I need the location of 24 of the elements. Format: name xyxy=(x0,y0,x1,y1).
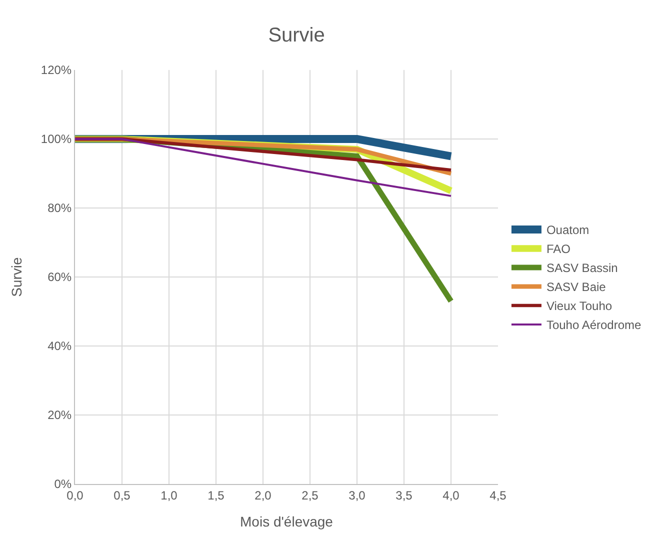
legend-label: FAO xyxy=(546,242,570,256)
x-axis-title: Mois d'élevage xyxy=(240,514,334,530)
legend-label: Ouatom xyxy=(546,223,590,238)
legend-label: Touho Aérodrome xyxy=(546,318,642,332)
y-tick-label: 60% xyxy=(48,270,72,284)
y-tick-label: 20% xyxy=(48,408,72,422)
x-tick-label: 4,0 xyxy=(442,488,460,502)
legend-label: SASV Bassin xyxy=(546,261,618,276)
x-tick-label: 3,5 xyxy=(396,488,413,502)
y-axis-title: Survie xyxy=(8,256,24,297)
x-tick-label: 2,5 xyxy=(302,488,319,502)
x-tick-label: 0,5 xyxy=(114,488,131,502)
y-tick-label: 40% xyxy=(48,339,72,354)
y-tick-label: 120% xyxy=(40,63,72,78)
x-tick-label: 3,0 xyxy=(348,488,366,502)
legend-label: Vieux Touho xyxy=(546,299,612,314)
x-tick-label: 1,0 xyxy=(160,488,178,502)
y-tick-label: 80% xyxy=(48,201,72,216)
x-tick-label: 1,5 xyxy=(208,488,225,502)
x-tick-label: 4,5 xyxy=(490,488,507,502)
y-tick-label: 100% xyxy=(40,132,72,146)
chart-title: Survie xyxy=(268,24,325,47)
x-tick-label: 2,0 xyxy=(254,488,272,502)
legend-label: SASV Baie xyxy=(546,280,606,294)
